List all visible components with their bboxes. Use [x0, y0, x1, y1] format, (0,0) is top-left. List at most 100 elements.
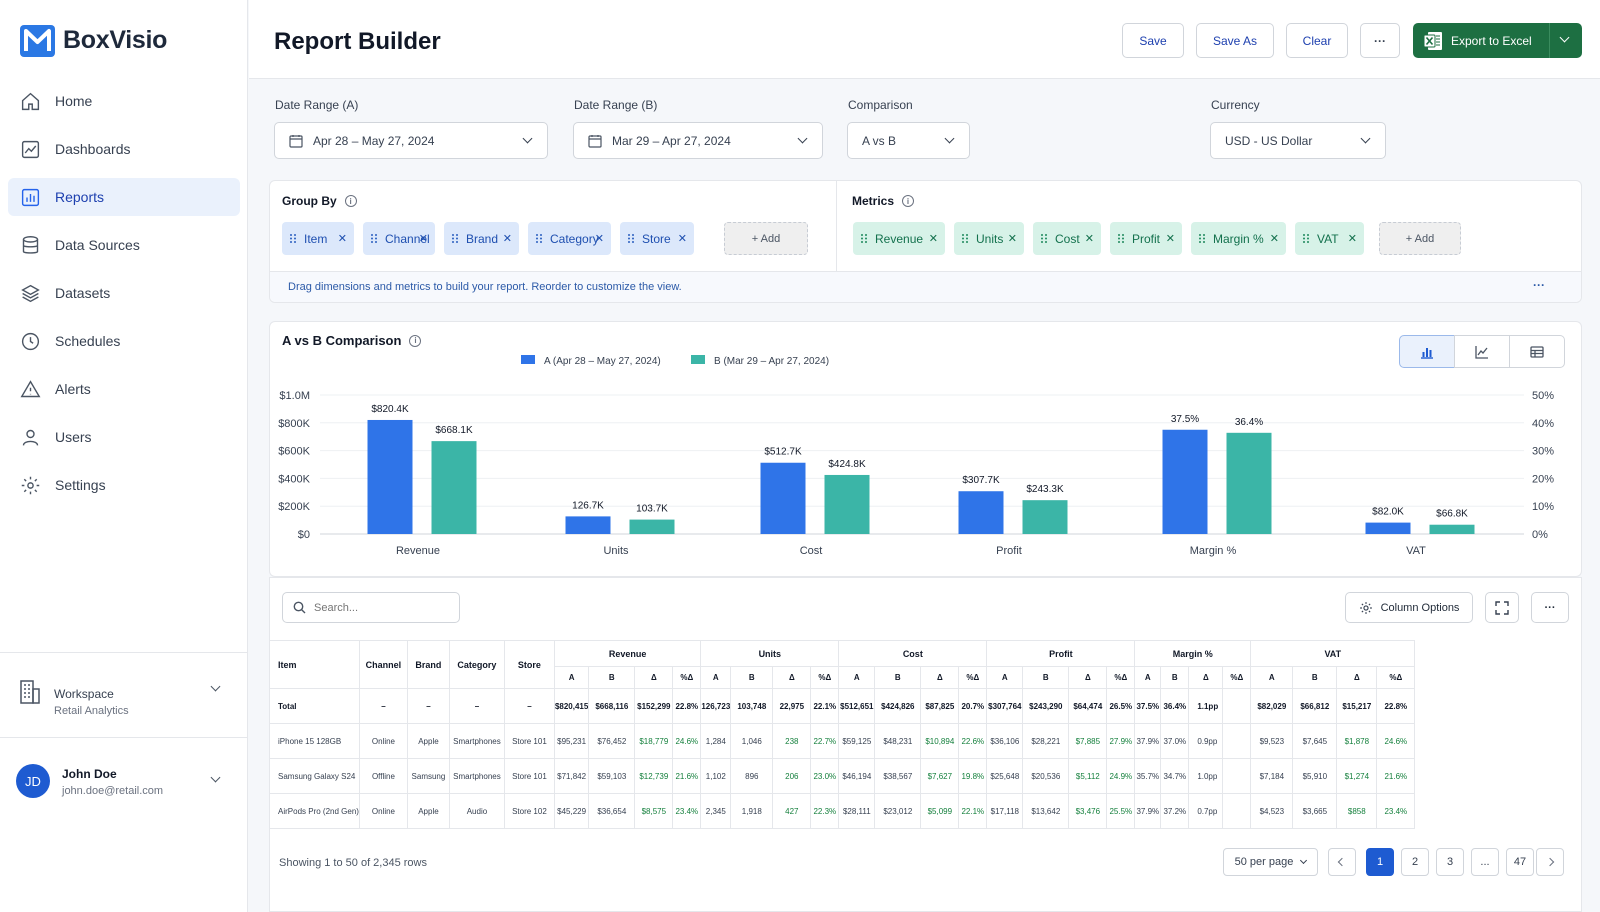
sidebar-item-users[interactable]: Users: [8, 418, 240, 456]
sub-column-header[interactable]: B: [588, 666, 636, 689]
metric-chip[interactable]: Revenue ✕: [853, 222, 945, 255]
group-by-chip[interactable]: Store ✕: [620, 222, 694, 255]
remove-icon[interactable]: ✕: [928, 233, 938, 245]
sub-column-header[interactable]: Δ: [920, 666, 960, 689]
sub-column-header[interactable]: B: [874, 666, 922, 689]
comparison-select[interactable]: A vs B: [847, 122, 970, 159]
sub-column-header[interactable]: %Δ: [1106, 666, 1136, 689]
bar-a[interactable]: [958, 491, 1004, 534]
user-menu[interactable]: JD John Doe john.doe@retail.com: [0, 740, 248, 820]
bar-b[interactable]: [824, 474, 870, 534]
sub-column-header[interactable]: A: [986, 666, 1024, 689]
sub-column-header[interactable]: %Δ: [1376, 666, 1416, 689]
metric-chip[interactable]: Units ✕: [954, 222, 1024, 255]
sidebar-item-datasets[interactable]: Datasets: [8, 274, 240, 312]
sub-column-header[interactable]: %Δ: [958, 666, 988, 689]
remove-icon[interactable]: ✕: [1007, 233, 1017, 245]
sidebar-item-alerts[interactable]: Alerts: [8, 370, 240, 408]
chevron-down-icon[interactable]: [1559, 32, 1570, 43]
sidebar-item-data-sources[interactable]: Data Sources: [8, 226, 240, 264]
info-icon[interactable]: i: [902, 195, 915, 207]
bar-b[interactable]: [1429, 524, 1475, 534]
group-by-chip[interactable]: Category ✕: [528, 222, 611, 255]
sub-column-header[interactable]: %Δ: [672, 666, 702, 689]
remove-icon[interactable]: ✕: [594, 233, 604, 245]
column-options-button[interactable]: Column Options: [1345, 592, 1473, 623]
previous-page-button[interactable]: [1328, 848, 1356, 876]
sub-column-header[interactable]: A: [1250, 666, 1294, 689]
sub-column-header[interactable]: %Δ: [810, 666, 840, 689]
sub-column-header[interactable]: A: [553, 666, 590, 689]
bar-b[interactable]: [1022, 500, 1068, 534]
table-more-button[interactable]: ···: [1531, 592, 1569, 623]
sub-column-header[interactable]: A: [838, 666, 876, 689]
column-header[interactable]: Store: [503, 640, 555, 689]
table-view-button[interactable]: [1509, 335, 1565, 368]
clear-button[interactable]: Clear: [1286, 23, 1348, 58]
remove-icon[interactable]: ✕: [337, 233, 347, 245]
search-box[interactable]: [282, 592, 460, 623]
bar-a[interactable]: [367, 419, 413, 534]
next-page-button[interactable]: [1536, 848, 1564, 876]
sub-column-header[interactable]: Δ: [634, 666, 674, 689]
date-range-a-select[interactable]: Apr 28 – May 27, 2024: [274, 122, 548, 159]
remove-icon[interactable]: ✕: [1269, 233, 1279, 245]
more-options-button[interactable]: ···: [1360, 23, 1400, 58]
remove-icon[interactable]: ✕: [677, 233, 687, 245]
group-by-chip[interactable]: Item ✕: [282, 222, 354, 255]
remove-icon[interactable]: ✕: [1165, 233, 1175, 245]
page-button[interactable]: 47: [1506, 848, 1534, 876]
metric-chip[interactable]: Profit ✕: [1110, 222, 1182, 255]
sub-column-header[interactable]: B: [1292, 666, 1338, 689]
bar-a[interactable]: [760, 462, 806, 534]
sub-column-header[interactable]: %Δ: [1222, 666, 1252, 689]
bar-a[interactable]: [565, 516, 611, 534]
date-range-b-select[interactable]: Mar 29 – Apr 27, 2024: [573, 122, 823, 159]
sidebar-item-schedules[interactable]: Schedules: [8, 322, 240, 360]
remove-icon[interactable]: ✕: [1347, 233, 1357, 245]
table-row[interactable]: iPhone 15 128GB Online Apple Smartphones Sto…: [269, 723, 1416, 759]
fullscreen-button[interactable]: [1485, 592, 1519, 623]
info-icon[interactable]: i: [409, 334, 422, 347]
sub-column-header[interactable]: Δ: [772, 666, 812, 689]
export-to-excel-button[interactable]: Export to Excel: [1413, 23, 1582, 58]
group-by-chip[interactable]: Brand ✕: [444, 222, 519, 255]
search-input[interactable]: [314, 601, 444, 614]
sub-column-header[interactable]: Δ: [1068, 666, 1108, 689]
page-button[interactable]: 2: [1401, 848, 1429, 876]
sidebar-item-home[interactable]: Home: [8, 82, 240, 120]
save-button[interactable]: Save: [1122, 23, 1184, 58]
bar-b[interactable]: [629, 519, 675, 534]
page-button[interactable]: 3: [1436, 848, 1464, 876]
table-row[interactable]: Total – – – – $820,415 $668,116 $152,299 22.8% 12…: [269, 688, 1416, 724]
sub-column-header[interactable]: A: [700, 666, 732, 689]
sub-column-header[interactable]: B: [1022, 666, 1070, 689]
bar-b[interactable]: [431, 441, 477, 534]
per-page-select[interactable]: 50 per page: [1223, 848, 1318, 876]
remove-icon[interactable]: ✕: [418, 233, 428, 245]
sub-column-header[interactable]: A: [1134, 666, 1162, 689]
column-header[interactable]: Category: [448, 640, 505, 689]
metric-chip[interactable]: Cost ✕: [1033, 222, 1101, 255]
sub-column-header[interactable]: Δ: [1188, 666, 1224, 689]
bar-a[interactable]: [1365, 522, 1411, 534]
info-icon[interactable]: i: [344, 195, 357, 207]
sub-column-header[interactable]: Δ: [1336, 666, 1378, 689]
workspace-switcher[interactable]: Workspace Retail Analytics: [0, 652, 248, 738]
group-by-chip[interactable]: Channel ✕: [363, 222, 435, 255]
sidebar-item-dashboards[interactable]: Dashboards: [8, 130, 240, 168]
table-row[interactable]: Samsung Galaxy S24 Offline Samsung Smartpho…: [269, 758, 1416, 794]
add-dimension-button[interactable]: + Add: [724, 222, 808, 255]
app-logo[interactable]: BoxVisio: [20, 22, 167, 58]
column-header[interactable]: Item: [269, 640, 360, 689]
sidebar-item-settings[interactable]: Settings: [8, 466, 240, 504]
page-button[interactable]: 1: [1366, 848, 1394, 876]
table-row[interactable]: AirPods Pro (2nd Gen) Online Apple Audio Sto…: [269, 793, 1416, 829]
column-header[interactable]: Brand: [406, 640, 450, 689]
bar-chart-view-button[interactable]: [1399, 335, 1455, 368]
more-options-icon[interactable]: ···: [1533, 278, 1545, 292]
bar-a[interactable]: [1162, 429, 1208, 534]
save-as-button[interactable]: Save As: [1196, 23, 1274, 58]
metric-chip[interactable]: VAT ✕: [1295, 222, 1364, 255]
remove-icon[interactable]: ✕: [1084, 233, 1094, 245]
